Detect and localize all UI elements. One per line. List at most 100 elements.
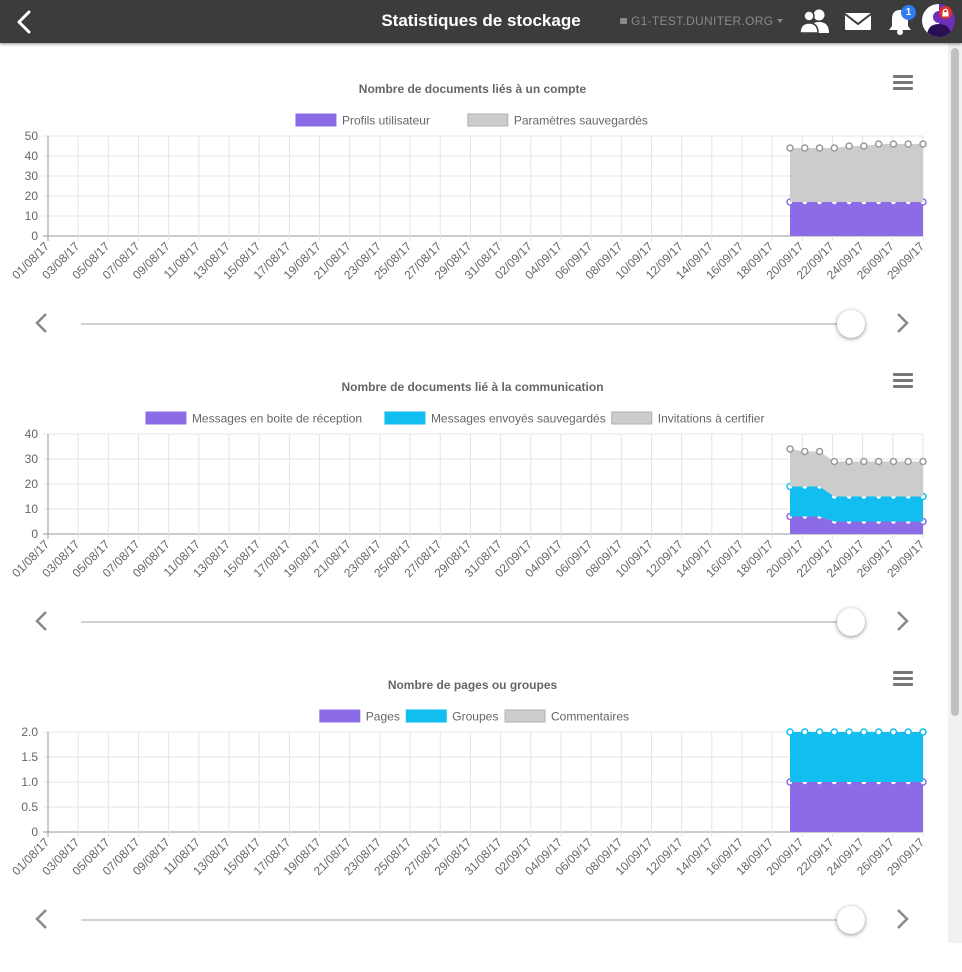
legend-swatch [319, 709, 361, 723]
data-point [830, 728, 839, 736]
back-button[interactable] [10, 8, 40, 36]
date-range-slider[interactable] [81, 323, 851, 325]
legend-swatch [295, 113, 337, 127]
y-tick-label: 10 [25, 209, 39, 223]
chevron-right-icon [897, 313, 909, 333]
legend-label: Commentaires [551, 710, 629, 724]
data-point [904, 728, 912, 736]
legend-swatch [145, 411, 187, 425]
legend-swatch [384, 411, 426, 425]
legend-swatch [467, 113, 509, 127]
chevron-left-icon [17, 10, 31, 34]
legend-label: Paramètres sauvegardés [514, 114, 648, 128]
scrollbar-thumb[interactable] [951, 48, 959, 716]
chevron-left-icon [35, 611, 47, 631]
envelope-icon [844, 13, 872, 30]
area-series [790, 516, 923, 534]
chart-menu-button[interactable] [893, 671, 915, 689]
chevron-right-icon [897, 909, 909, 929]
y-tick-label: 20 [25, 189, 39, 203]
header-bar: Statistiques de stockage G1-TEST.DUNITER… [0, 0, 962, 43]
y-tick-label: 30 [25, 169, 39, 183]
chart-section-pages: Nombre de pages ou groupes Pages Groupes C… [0, 671, 948, 972]
lock-icon [620, 18, 627, 24]
chevron-right-icon [897, 611, 909, 631]
legend-swatch [504, 709, 546, 723]
data-point [919, 140, 927, 148]
legend-label: Invitations à certifier [658, 412, 765, 426]
data-point [786, 445, 794, 453]
prev-period-button[interactable] [30, 606, 52, 636]
slider-handle[interactable] [837, 310, 865, 338]
area-series [790, 782, 923, 832]
area-series [790, 202, 923, 236]
y-tick-label: 50 [25, 129, 39, 143]
chart-title: Nombre de documents liés à un compte [358, 82, 587, 96]
next-period-button[interactable] [892, 308, 914, 338]
data-point [815, 144, 824, 152]
data-point [815, 447, 824, 456]
data-point [845, 457, 853, 466]
legend-label: Pages [366, 710, 400, 724]
data-point [860, 457, 868, 466]
data-point [860, 142, 868, 150]
y-tick-label: 1.5 [21, 750, 38, 764]
data-point [786, 728, 794, 736]
data-point [830, 144, 839, 152]
chevron-left-icon [35, 313, 47, 333]
y-tick-label: 0 [31, 825, 38, 839]
data-point [889, 140, 898, 148]
date-range-slider[interactable] [81, 919, 851, 921]
chart-accounts: Profils utilisateur Paramètres sauvegardé… [9, 113, 927, 282]
user-avatar-icon [922, 4, 955, 37]
data-point [919, 728, 927, 736]
y-tick-label: 0 [31, 229, 38, 243]
y-tick-label: 30 [25, 452, 39, 466]
legend-label: Profils utilisateur [342, 114, 430, 128]
area-series [790, 144, 923, 202]
groups-button[interactable] [799, 6, 831, 36]
legend-swatch [611, 411, 653, 425]
y-tick-label: 1.0 [21, 775, 38, 789]
area-series [790, 449, 923, 497]
chart-title: Nombre de documents lié à la communicati… [341, 380, 604, 394]
data-point [874, 728, 883, 736]
data-point [801, 447, 809, 456]
caret-down-icon [777, 19, 784, 23]
data-point [801, 144, 809, 152]
node-label: G1-TEST.DUNITER.ORG [631, 14, 774, 28]
slider-handle[interactable] [837, 608, 865, 636]
prev-period-button[interactable] [30, 904, 52, 934]
avatar[interactable] [922, 4, 955, 37]
data-point [904, 457, 912, 466]
legend-label: Groupes [452, 710, 498, 724]
data-point [845, 728, 853, 736]
y-tick-label: 0 [31, 527, 38, 541]
messages-button[interactable] [842, 6, 874, 36]
date-range-slider[interactable] [81, 621, 851, 623]
data-point [860, 728, 868, 736]
next-period-button[interactable] [892, 606, 914, 636]
prev-period-button[interactable] [30, 308, 52, 338]
y-tick-label: 10 [25, 502, 39, 516]
data-point [801, 728, 809, 736]
data-point [815, 728, 824, 736]
data-point [889, 457, 898, 466]
legend-label: Messages envoyés sauvegardés [431, 412, 606, 426]
legend-label: Messages en boite de réception [192, 412, 362, 426]
node-selector[interactable]: G1-TEST.DUNITER.ORG [620, 14, 784, 28]
y-tick-label: 40 [25, 427, 39, 441]
area-series [790, 732, 923, 782]
data-point [874, 140, 883, 148]
notification-badge: 1 [901, 5, 916, 20]
chart-menu-button[interactable] [893, 75, 915, 93]
chart-pages: Pages Groupes Commentaires00.51.01.52.001/… [9, 709, 927, 878]
lock-badge-icon [939, 6, 952, 19]
chevron-left-icon [35, 909, 47, 929]
y-tick-label: 2.0 [21, 725, 38, 739]
data-point [874, 457, 883, 466]
chart-menu-button[interactable] [893, 373, 915, 391]
data-point [786, 144, 794, 152]
next-period-button[interactable] [892, 904, 914, 934]
slider-handle[interactable] [837, 906, 865, 934]
